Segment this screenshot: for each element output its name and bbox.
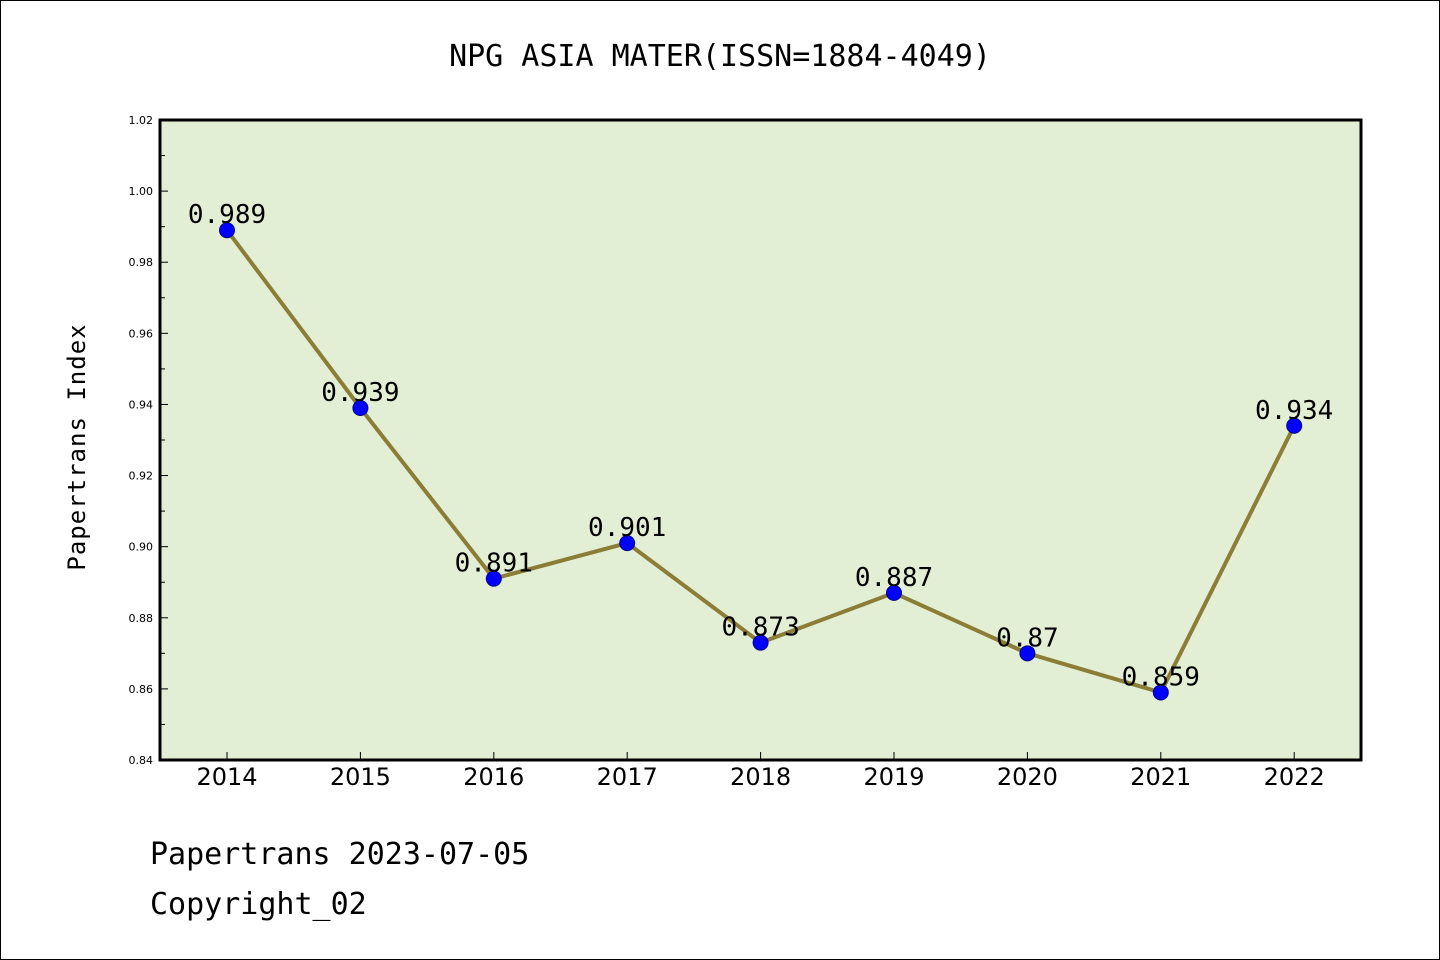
x-tick-label: 2015 — [330, 763, 391, 791]
data-label: 0.934 — [1255, 396, 1333, 426]
watermark-text: Papertrans 2023-07-05 — [150, 837, 529, 872]
data-point — [619, 535, 636, 552]
data-label: 0.873 — [721, 613, 799, 643]
y-tick-label: 0.88 — [129, 612, 154, 625]
data-point — [352, 400, 369, 416]
y-tick-label: 0.92 — [129, 470, 154, 483]
y-tick-label: 1.02 — [129, 114, 154, 127]
data-label: 0.901 — [588, 513, 666, 543]
y-axis-ticks: 0.84 0.86 0.88 0.90 0.92 0.94 0.96 0.98 1.00 1.02 — [129, 114, 168, 767]
y-tick-label: 0.90 — [129, 541, 154, 554]
y-tick-label: 0.84 — [129, 754, 154, 767]
data-label: 0.87 — [996, 623, 1059, 653]
plot-area — [160, 120, 1361, 760]
data-labels: 0.989 0.939 0.891 0.901 0.873 0.887 0.87 0.859 0… — [188, 200, 1333, 692]
x-tick-label: 2022 — [1264, 763, 1325, 791]
plot-frame — [158, 118, 1363, 762]
x-tick-label: 2018 — [730, 763, 791, 791]
data-markers — [219, 222, 1303, 701]
chart-title: NPG ASIA MATER(ISSN=1884-4049) — [449, 39, 991, 74]
y-tick-label: 1.00 — [129, 185, 154, 198]
data-point — [1286, 417, 1303, 434]
data-point — [485, 570, 502, 587]
x-tick-label: 2017 — [597, 763, 658, 791]
data-point — [1152, 684, 1169, 701]
data-label: 0.939 — [321, 378, 399, 408]
x-tick-label: 2019 — [863, 763, 924, 791]
x-tick-label: 2014 — [196, 763, 257, 791]
y-tick-label: 0.94 — [129, 398, 154, 411]
x-tick-label: 2020 — [997, 763, 1058, 791]
x-tick-label: 2021 — [1130, 763, 1191, 791]
data-label: 0.989 — [188, 200, 266, 230]
data-point — [219, 222, 235, 239]
x-tick-label: 2016 — [463, 763, 524, 791]
x-axis-ticks: 2014 2015 2016 2017 2018 2019 2020 2021 2022 — [196, 752, 1325, 791]
data-label: 0.891 — [455, 549, 533, 579]
data-point — [1019, 645, 1036, 662]
copyright-text: Copyright_02 — [150, 887, 367, 922]
y-tick-label: 0.86 — [129, 683, 154, 696]
data-label: 0.887 — [855, 563, 933, 593]
y-tick-label: 0.98 — [129, 256, 154, 269]
data-label: 0.859 — [1122, 662, 1200, 692]
data-point — [752, 634, 769, 651]
data-point — [886, 584, 902, 601]
y-tick-label: 0.96 — [129, 327, 154, 340]
y-axis-label: Papertrans Index — [63, 323, 91, 570]
